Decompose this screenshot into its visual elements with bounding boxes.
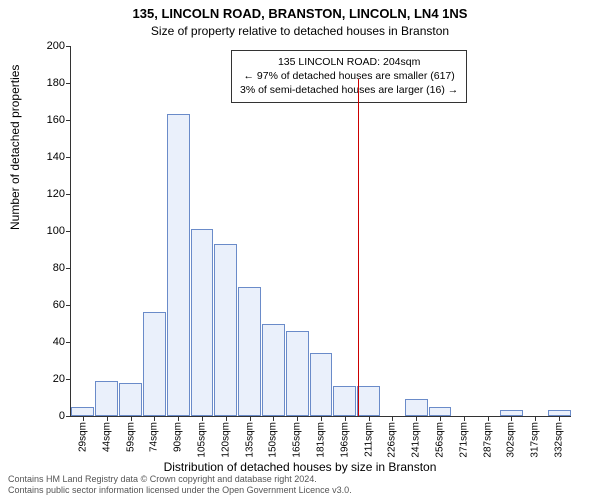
x-tick-mark <box>250 416 251 421</box>
x-tick-mark <box>392 416 393 421</box>
x-tick-mark <box>202 416 203 421</box>
x-tick-mark <box>273 416 274 421</box>
y-tick-mark <box>66 305 71 306</box>
y-tick-mark <box>66 83 71 84</box>
x-tick-mark <box>297 416 298 421</box>
x-tick-mark <box>131 416 132 421</box>
histogram-bar <box>191 229 214 416</box>
x-tick-mark <box>464 416 465 421</box>
x-tick-mark <box>226 416 227 421</box>
chart-container: 135, LINCOLN ROAD, BRANSTON, LINCOLN, LN… <box>0 0 600 500</box>
x-tick-mark <box>559 416 560 421</box>
x-tick-mark <box>369 416 370 421</box>
x-tick-mark <box>107 416 108 421</box>
x-tick-mark <box>488 416 489 421</box>
x-tick-label: 211sqm <box>363 422 374 457</box>
x-tick-mark <box>511 416 512 421</box>
x-tick-label: 332sqm <box>554 422 565 458</box>
x-tick-label: 196sqm <box>339 422 350 458</box>
x-tick-mark <box>83 416 84 421</box>
x-tick-label: 287sqm <box>482 422 493 458</box>
x-tick-mark <box>178 416 179 421</box>
x-tick-label: 105sqm <box>196 422 207 458</box>
x-tick-label: 271sqm <box>458 422 469 458</box>
y-tick-mark <box>66 416 71 417</box>
x-tick-mark <box>416 416 417 421</box>
footer-line2: Contains public sector information licen… <box>8 485 352 495</box>
x-tick-mark <box>154 416 155 421</box>
histogram-bar <box>143 312 166 416</box>
marker-line <box>358 79 359 416</box>
histogram-bar <box>119 383 142 416</box>
x-tick-label: 29sqm <box>77 422 88 452</box>
x-tick-label: 317sqm <box>530 422 541 458</box>
histogram-bar <box>95 381 118 416</box>
histogram-bar <box>286 331 309 416</box>
y-tick-mark <box>66 120 71 121</box>
y-tick-mark <box>66 194 71 195</box>
x-tick-label: 256sqm <box>435 422 446 458</box>
histogram-bar <box>167 114 190 416</box>
histogram-bar <box>333 386 356 416</box>
x-tick-label: 226sqm <box>387 422 398 458</box>
histogram-bar <box>405 399 428 416</box>
x-tick-label: 181sqm <box>316 422 327 458</box>
histogram-bar <box>71 407 94 416</box>
x-tick-mark <box>535 416 536 421</box>
histogram-bar <box>214 244 237 416</box>
x-tick-mark <box>321 416 322 421</box>
plot-area: 135 LINCOLN ROAD: 204sqm ← 97% of detach… <box>70 46 571 417</box>
x-tick-label: 135sqm <box>244 422 255 458</box>
y-axis-label: Number of detached properties <box>8 65 22 230</box>
chart-title-sub: Size of property relative to detached ho… <box>0 24 600 38</box>
y-tick-mark <box>66 268 71 269</box>
x-tick-label: 241sqm <box>411 422 422 458</box>
chart-title-main: 135, LINCOLN ROAD, BRANSTON, LINCOLN, LN… <box>0 6 600 21</box>
histogram-bar <box>357 386 380 416</box>
x-tick-label: 120sqm <box>220 422 231 458</box>
annotation-line3: 3% of semi-detached houses are larger (1… <box>240 84 458 96</box>
y-tick-mark <box>66 157 71 158</box>
x-tick-label: 302sqm <box>506 422 517 458</box>
x-tick-mark <box>440 416 441 421</box>
histogram-bar <box>429 407 452 416</box>
footer-text: Contains HM Land Registry data © Crown c… <box>8 474 352 496</box>
annotation-box: 135 LINCOLN ROAD: 204sqm ← 97% of detach… <box>231 50 467 103</box>
histogram-bar <box>238 287 261 417</box>
x-tick-label: 44sqm <box>101 422 112 452</box>
annotation-line2: ← 97% of detached houses are smaller (61… <box>243 70 454 82</box>
y-tick-mark <box>66 46 71 47</box>
y-tick-mark <box>66 231 71 232</box>
histogram-bar <box>262 324 285 417</box>
x-tick-label: 74sqm <box>149 422 160 452</box>
y-tick-mark <box>66 379 71 380</box>
x-tick-label: 90sqm <box>173 422 184 452</box>
x-tick-label: 59sqm <box>125 422 136 452</box>
y-tick-mark <box>66 342 71 343</box>
histogram-bar <box>310 353 333 416</box>
footer-line1: Contains HM Land Registry data © Crown c… <box>8 474 317 484</box>
x-axis-label: Distribution of detached houses by size … <box>0 460 600 474</box>
x-tick-label: 150sqm <box>268 422 279 458</box>
x-tick-mark <box>345 416 346 421</box>
x-tick-label: 165sqm <box>292 422 303 458</box>
annotation-line1: 135 LINCOLN ROAD: 204sqm <box>278 56 420 68</box>
